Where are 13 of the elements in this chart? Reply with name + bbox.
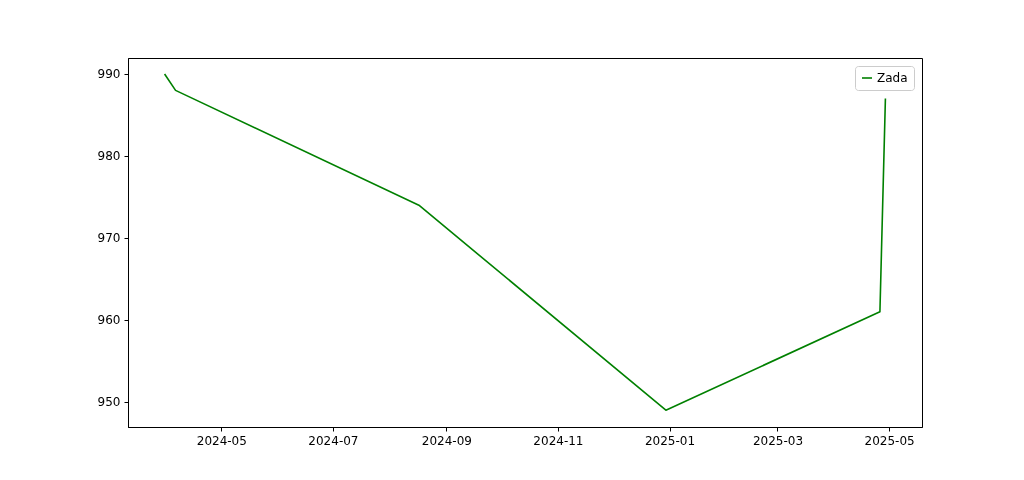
x-tick-label: 2024-11 bbox=[533, 433, 584, 448]
y-tick-label: 960 bbox=[97, 313, 121, 328]
x-tick-label: 2024-07 bbox=[308, 433, 359, 448]
x-tick-label: 2025-01 bbox=[644, 433, 696, 448]
y-tick-label: 970 bbox=[97, 231, 121, 246]
x-tick-label: 2025-03 bbox=[752, 433, 804, 448]
y-tick-label: 950 bbox=[97, 395, 121, 410]
x-tick-label: 2024-09 bbox=[421, 433, 472, 448]
x-tick-label: 2024-05 bbox=[196, 433, 247, 448]
legend-label: Zada bbox=[877, 71, 908, 85]
y-tick-label: 980 bbox=[97, 149, 121, 164]
y-tick-label: 990 bbox=[97, 67, 121, 82]
x-tick-label: 2025-05 bbox=[864, 433, 915, 448]
